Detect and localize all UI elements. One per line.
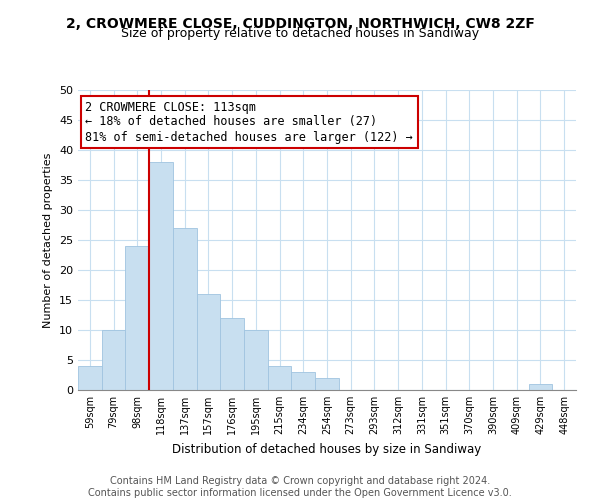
Y-axis label: Number of detached properties: Number of detached properties bbox=[43, 152, 53, 328]
Text: Size of property relative to detached houses in Sandiway: Size of property relative to detached ho… bbox=[121, 28, 479, 40]
Bar bbox=[197, 294, 220, 390]
Bar bbox=[292, 372, 315, 390]
X-axis label: Distribution of detached houses by size in Sandiway: Distribution of detached houses by size … bbox=[172, 442, 482, 456]
Bar bbox=[149, 162, 173, 390]
Text: 2 CROWMERE CLOSE: 113sqm
← 18% of detached houses are smaller (27)
81% of semi-d: 2 CROWMERE CLOSE: 113sqm ← 18% of detach… bbox=[85, 100, 413, 144]
Bar bbox=[315, 378, 339, 390]
Bar bbox=[102, 330, 125, 390]
Bar bbox=[268, 366, 292, 390]
Text: Contains HM Land Registry data © Crown copyright and database right 2024.
Contai: Contains HM Land Registry data © Crown c… bbox=[88, 476, 512, 498]
Bar bbox=[78, 366, 102, 390]
Bar bbox=[125, 246, 149, 390]
Bar bbox=[173, 228, 197, 390]
Bar bbox=[529, 384, 552, 390]
Bar bbox=[220, 318, 244, 390]
Bar bbox=[244, 330, 268, 390]
Text: 2, CROWMERE CLOSE, CUDDINGTON, NORTHWICH, CW8 2ZF: 2, CROWMERE CLOSE, CUDDINGTON, NORTHWICH… bbox=[65, 18, 535, 32]
